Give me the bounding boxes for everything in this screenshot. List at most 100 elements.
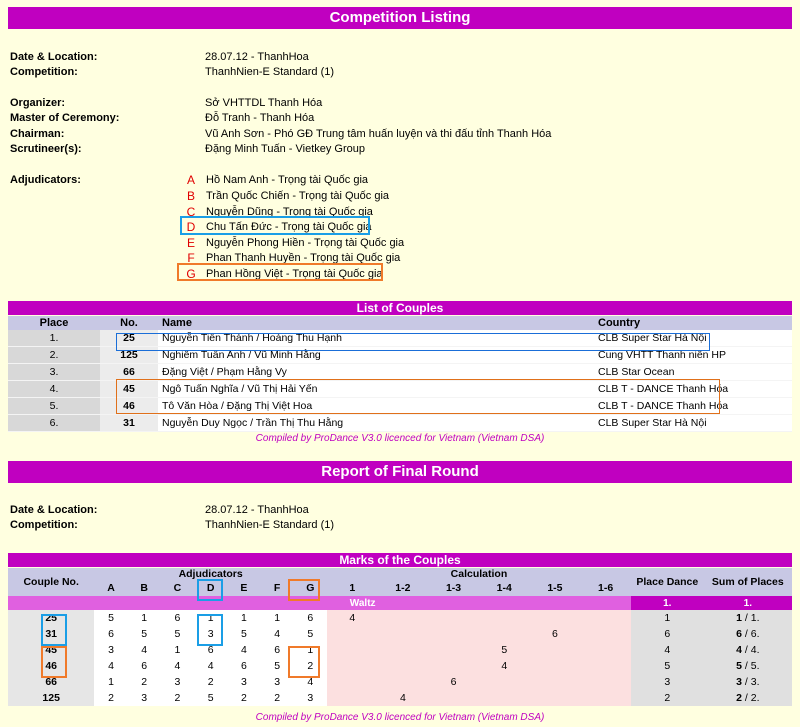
adjudicator-mark: 6 (160, 610, 195, 626)
sum-of-places-cell: 4 / 4. (703, 642, 792, 658)
adjudicator-mark: 3 (94, 642, 128, 658)
couple-no: 66 (100, 363, 158, 381)
calc-cell (529, 610, 581, 626)
country-header: Country (594, 316, 792, 330)
calc-col-1-3: 1-3 (428, 580, 479, 596)
adjudicator-mark: 5 (260, 658, 294, 674)
marks-couple-no: 25 (8, 610, 95, 626)
adjudicator-mark: 6 (127, 658, 161, 674)
table-row: 125 2 3 2 5 2 2 3 4 2 2 / 2. (8, 690, 792, 706)
marks-banner: Marks of the Couples (8, 553, 792, 567)
dance-name: Waltz (94, 596, 631, 610)
adjudicator-mark: 4 (293, 674, 327, 690)
competition-label: Competition: (10, 66, 78, 78)
adjudicator-mark: 6 (293, 610, 327, 626)
calc-cell (529, 690, 581, 706)
calc-cell (428, 690, 479, 706)
adjudicator-name: Trần Quốc Chiến - Trọng tài Quốc gia (206, 190, 390, 202)
adjudicator-letter: B (186, 189, 195, 203)
dance-place-header: 1. (630, 596, 704, 610)
competition-listing-banner: Competition Listing (8, 7, 792, 29)
organizer-value: Sở VHTTDL Thanh Hóa (205, 97, 323, 109)
adjudicator-letter: E (186, 236, 195, 250)
sum-bold: 1 (736, 612, 742, 624)
calc-cell (326, 642, 378, 658)
calc-cell (478, 610, 530, 626)
couples-credit: Compiled by ProDance V3.0 licenced for V… (255, 433, 545, 444)
adjudicator-mark: 5 (194, 690, 228, 706)
sum-of-places-header: Sum of Places (703, 568, 792, 596)
couple-name: Tô Văn Hòa / Đặng Thị Việt Hoa (158, 397, 594, 415)
adjudicator-name: Chu Tấn Đức - Trọng tài Quốc gia (206, 221, 372, 233)
adj-col-d: D (194, 580, 228, 596)
calc-cell: 6 (428, 674, 479, 690)
sum-bold: 3 (736, 676, 742, 688)
table-row: 66 1 2 3 2 3 3 4 6 3 3 / 3. (8, 674, 792, 690)
calc-cell (428, 642, 479, 658)
adjudicator-mark: 6 (227, 658, 261, 674)
marks-couple-no: 31 (8, 626, 95, 642)
organizer-label: Organizer: (10, 97, 66, 109)
calc-cell (478, 626, 530, 642)
final-date-location-label: Date & Location: (10, 504, 98, 516)
couple-name: Đặng Việt / Phạm Hằng Vy (158, 363, 594, 381)
calc-cell (428, 626, 479, 642)
date-location-value: 28.07.12 - ThanhHoa (205, 51, 309, 63)
place-dance-cell: 4 (630, 642, 704, 658)
table-row: 5. 46 Tô Văn Hòa / Đặng Thị Việt Hoa CLB T … (8, 397, 792, 415)
calc-cell: 5 (478, 642, 530, 658)
sum-of-places-cell: 6 / 6. (703, 626, 792, 642)
calc-cell (580, 658, 631, 674)
table-row: 46 4 6 4 4 6 5 2 4 5 5 / 5. (8, 658, 792, 674)
calculation-header: Calculation (326, 568, 631, 580)
calc-col-1-4: 1-4 (478, 580, 530, 596)
adjudicator-mark: 2 (160, 690, 195, 706)
marks-subheader-row: A B C D E F G 1 1-2 1-3 1-4 1-5 1-6 (8, 580, 792, 596)
adjudicator-mark: 1 (194, 610, 228, 626)
couple-country: CLB Star Ocean (594, 363, 792, 381)
adjudicator-mark: 3 (127, 690, 161, 706)
adjudicator-letter: C (186, 205, 196, 219)
calc-cell: 4 (478, 658, 530, 674)
adj-col-a: A (94, 580, 128, 596)
chairman-label: Chairman: (10, 128, 65, 140)
sum-bold: 5 (736, 660, 742, 672)
couple-no: 45 (100, 380, 158, 398)
place-dance-cell: 5 (630, 658, 704, 674)
adj-col-g: G (293, 580, 327, 596)
sum-rest: / 4. (741, 644, 760, 656)
marks-couple-no: 45 (8, 642, 95, 658)
sum-bold: 2 (736, 692, 742, 704)
calc-cell (377, 642, 429, 658)
sum-rest: / 3. (741, 676, 760, 688)
dance-row-waltz: Waltz 1. 1. (8, 596, 792, 610)
sum-of-places-cell: 2 / 2. (703, 690, 792, 706)
couple-name: Nguyễn Duy Ngọc / Trần Thị Thu Hằng (158, 414, 594, 432)
calc-cell (377, 626, 429, 642)
adjudicator-mark: 1 (127, 610, 161, 626)
marks-couple-no: 125 (8, 690, 95, 706)
calc-cell (428, 610, 479, 626)
calc-cell (478, 690, 530, 706)
adjudicator-mark: 5 (127, 626, 161, 642)
couple-place: 5. (8, 397, 100, 415)
calc-cell: 4 (377, 690, 429, 706)
calc-cell (377, 610, 429, 626)
competition-value: ThanhNien-E Standard (1) (205, 66, 335, 78)
adjudicator-name: Nguyễn Phong Hiền - Trọng tài Quốc gia (206, 237, 405, 249)
adj-col-e: E (227, 580, 261, 596)
sum-bold: 6 (736, 628, 742, 640)
adjudicator-name: Hồ Nam Anh - Trọng tài Quốc gia (206, 174, 369, 186)
adjudicator-mark: 2 (227, 690, 261, 706)
couple-country: CLB Super Star Hà Nội (594, 330, 792, 347)
adjudicator-name: Phan Hồng Việt - Trọng tài Quốc gia (206, 268, 383, 280)
couple-place: 4. (8, 380, 100, 398)
couple-no: 125 (100, 346, 158, 364)
date-location-label: Date & Location: (10, 51, 98, 63)
calc-cell (428, 658, 479, 674)
couples-header-row: Place No. Name Country (8, 316, 792, 330)
marks-table: Couple No. Adjudicators Calculation Plac… (8, 568, 792, 706)
adj-col-c: C (160, 580, 195, 596)
list-of-couples-banner: List of Couples (8, 301, 792, 315)
couple-country: CLB Super Star Hà Nội (594, 414, 792, 432)
